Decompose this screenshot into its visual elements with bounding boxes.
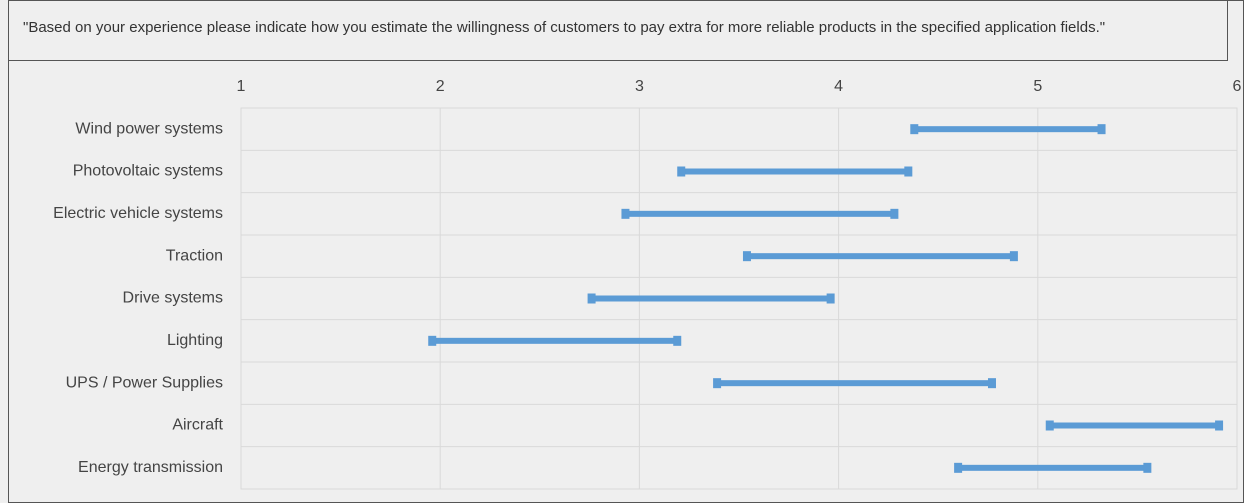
range-bar (914, 126, 1102, 133)
high-cap (904, 166, 913, 177)
range-bar (625, 210, 895, 217)
y-tick-label: UPS / Power Supplies (66, 374, 223, 391)
y-tick-label: Photovoltaic systems (73, 163, 223, 180)
range-bar (717, 380, 992, 387)
y-tick-label: Aircraft (172, 417, 223, 434)
y-tick-label: Electric vehicle systems (53, 205, 223, 222)
low-cap (742, 251, 751, 262)
low-cap (713, 378, 722, 389)
low-cap (677, 166, 686, 177)
y-tick-label: Drive systems (123, 290, 223, 307)
range-bar (681, 168, 909, 175)
range-bar (1049, 422, 1220, 429)
high-cap (826, 293, 835, 304)
low-cap (910, 124, 919, 135)
low-cap (954, 462, 963, 473)
range-bar (432, 337, 678, 344)
low-cap (1045, 420, 1054, 431)
x-tick-label: 3 (635, 78, 644, 95)
x-tick-label: 2 (436, 78, 445, 95)
x-tick-label: 5 (1033, 78, 1042, 95)
high-cap (1097, 124, 1106, 135)
high-cap (673, 335, 682, 346)
chart-title: "Based on your experience please indicat… (8, 0, 1228, 61)
high-cap (1143, 462, 1152, 473)
y-tick-label: Traction (166, 247, 223, 264)
range-bar (958, 464, 1148, 471)
x-tick-label: 4 (834, 78, 843, 95)
low-cap (621, 208, 630, 219)
high-cap (890, 208, 899, 219)
y-tick-label: Wind power systems (75, 120, 223, 137)
x-tick-label: 6 (1233, 78, 1242, 95)
high-cap (987, 378, 996, 389)
range-bar (746, 253, 1014, 260)
low-cap (587, 293, 596, 304)
x-tick-label: 1 (237, 78, 246, 95)
low-cap (428, 335, 437, 346)
high-cap (1215, 420, 1224, 431)
high-cap (1009, 251, 1018, 262)
range-bar (591, 295, 831, 302)
y-tick-label: Energy transmission (78, 459, 223, 476)
y-tick-label: Lighting (167, 332, 223, 349)
